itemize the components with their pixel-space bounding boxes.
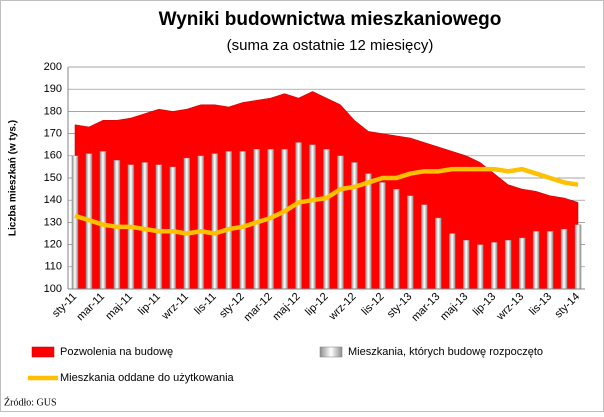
bar [295, 142, 302, 290]
bar [490, 242, 498, 290]
bar [504, 240, 512, 290]
bar [532, 231, 540, 290]
bar [281, 148, 288, 290]
y-tick-label: 130 [44, 216, 62, 228]
legend-swatch [31, 346, 55, 358]
bar [546, 231, 554, 290]
y-tick-label: 170 [44, 128, 62, 140]
chart-title: Wyniki budownictwa mieszkaniowego [159, 9, 502, 30]
chart-subtitle: (suma za ostatnie 12 miesięcy) [227, 37, 434, 54]
bar [574, 224, 582, 290]
legend-swatch [319, 346, 343, 358]
bar [518, 237, 526, 290]
y-tick-label: 190 [44, 83, 62, 95]
y-tick-label: 140 [44, 194, 62, 206]
y-tick-label: 200 [44, 61, 62, 73]
legend-label: Mieszkania oddane do użytkowania [60, 372, 235, 384]
y-tick-label: 150 [44, 172, 62, 184]
bar [239, 151, 246, 290]
bar [155, 164, 163, 290]
bar [449, 233, 456, 290]
y-tick-label: 160 [44, 150, 62, 162]
bar [379, 182, 386, 290]
bar [309, 144, 316, 290]
bar [211, 153, 218, 290]
bar [183, 157, 190, 290]
bar [99, 151, 107, 290]
bar [253, 148, 260, 290]
bar [393, 188, 400, 290]
bar [476, 244, 484, 290]
bar [421, 204, 428, 290]
bar [351, 162, 358, 290]
legend-label: Mieszkania, których budowę rozpoczęto [348, 346, 543, 358]
bar [323, 148, 330, 290]
bar [560, 228, 568, 290]
bar [337, 155, 344, 290]
bar [197, 155, 204, 290]
source: Źródło: GUS [4, 396, 57, 408]
line [74, 166, 579, 236]
bar [141, 162, 149, 290]
y-tick-label: 180 [44, 105, 62, 117]
y-tick-label: 100 [44, 283, 62, 295]
bar [71, 155, 79, 290]
legend-label: Pozwolenia na budowę [60, 346, 173, 358]
bar [435, 217, 442, 290]
bar [463, 240, 470, 290]
bar [407, 195, 414, 290]
y-axis-label: Liczba mieszkań (w tys.) [8, 120, 19, 236]
bar [365, 173, 372, 290]
y-tick-label: 120 [44, 239, 62, 251]
bar [169, 166, 177, 290]
y-tick-label: 110 [44, 261, 62, 273]
bar [225, 151, 232, 290]
